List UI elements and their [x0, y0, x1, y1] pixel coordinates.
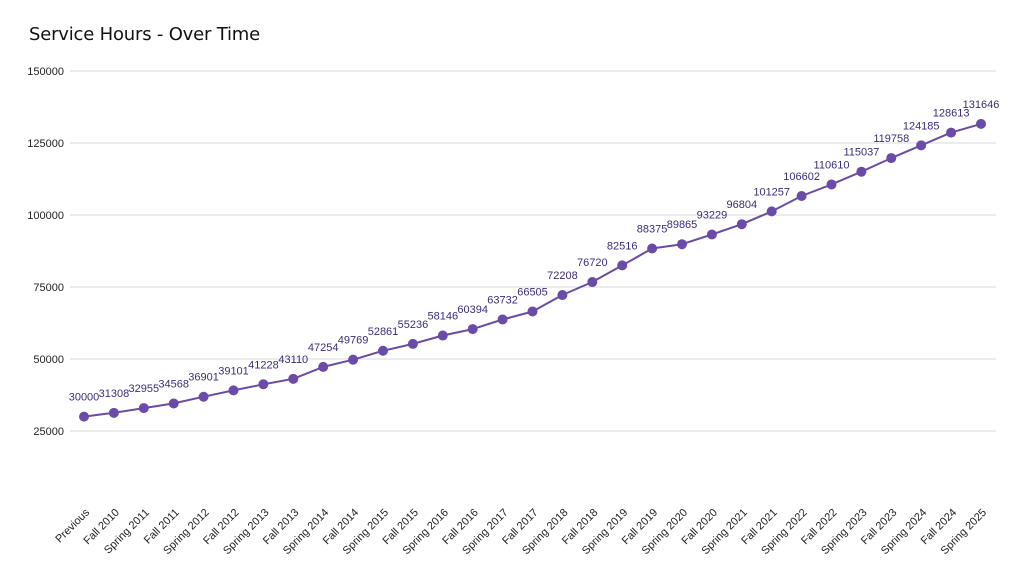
data-label: 66505 — [517, 286, 548, 298]
data-point — [886, 153, 897, 164]
data-label: 119758 — [873, 133, 909, 145]
data-point — [976, 118, 986, 129]
y-tick-label: 100000 — [27, 210, 64, 222]
data-label: 131646 — [963, 99, 1000, 111]
data-point — [587, 277, 598, 288]
data-point — [706, 229, 717, 240]
data-point — [796, 190, 807, 201]
data-label: 93229 — [697, 210, 728, 222]
data-point — [557, 290, 568, 301]
data-label: 52861 — [368, 326, 399, 338]
data-point — [617, 260, 628, 271]
data-label: 55236 — [398, 319, 429, 331]
data-point — [228, 385, 239, 396]
data-point — [467, 324, 478, 335]
data-point — [318, 361, 329, 372]
data-point — [258, 379, 269, 390]
data-point — [288, 373, 299, 384]
data-point — [437, 330, 448, 341]
data-point — [79, 411, 89, 422]
grid-layer — [70, 70, 996, 432]
data-point — [946, 127, 957, 138]
data-label: 88375 — [637, 223, 668, 235]
y-tick-label: 25000 — [33, 426, 64, 438]
data-point — [108, 407, 119, 418]
data-point — [348, 354, 359, 365]
data-label: 106602 — [783, 171, 820, 183]
data-point — [407, 338, 418, 349]
y-tick-label: 75000 — [33, 282, 64, 294]
data-label: 58146 — [428, 311, 459, 323]
data-point — [826, 179, 837, 190]
data-label: 76720 — [577, 257, 608, 269]
data-label: 115037 — [843, 147, 879, 159]
y-axis-ticks: 25000 50000 75000 100000 125000 150000 — [27, 66, 64, 438]
data-points — [79, 118, 986, 422]
data-point — [677, 239, 687, 250]
data-point — [378, 345, 388, 356]
data-point — [766, 206, 777, 217]
y-tick-label: 50000 — [33, 354, 64, 366]
data-label: 124185 — [903, 120, 940, 132]
data-point — [497, 314, 508, 325]
data-label: 39101 — [218, 365, 249, 377]
data-label: 60394 — [457, 304, 488, 316]
data-point — [916, 140, 927, 151]
y-tick-label: 125000 — [27, 138, 64, 150]
data-point — [138, 403, 149, 414]
data-label: 96804 — [727, 199, 758, 211]
data-label: 36901 — [188, 372, 219, 384]
data-point — [856, 166, 867, 177]
data-point — [198, 391, 209, 402]
data-label: 49769 — [338, 335, 369, 347]
data-point — [647, 243, 658, 254]
data-label: 34568 — [158, 378, 189, 390]
data-label: 110610 — [814, 159, 850, 171]
data-label: 41228 — [248, 359, 279, 371]
data-label: 43110 — [278, 354, 308, 366]
data-label: 30000 — [69, 392, 100, 404]
data-point — [168, 398, 179, 409]
data-label: 31308 — [99, 388, 130, 400]
data-label: 63732 — [487, 294, 518, 306]
y-tick-label: 150000 — [27, 66, 64, 78]
data-point — [736, 219, 747, 230]
data-label: 89865 — [667, 219, 698, 231]
data-label: 72208 — [547, 270, 578, 282]
chart-title: Service Hours - Over Time — [29, 24, 260, 45]
data-label: 47254 — [308, 342, 339, 354]
data-label: 101257 — [753, 186, 790, 198]
data-label: 32955 — [129, 383, 160, 395]
data-point — [527, 306, 538, 317]
data-label: 128613 — [933, 108, 970, 120]
data-label: 82516 — [607, 240, 638, 252]
